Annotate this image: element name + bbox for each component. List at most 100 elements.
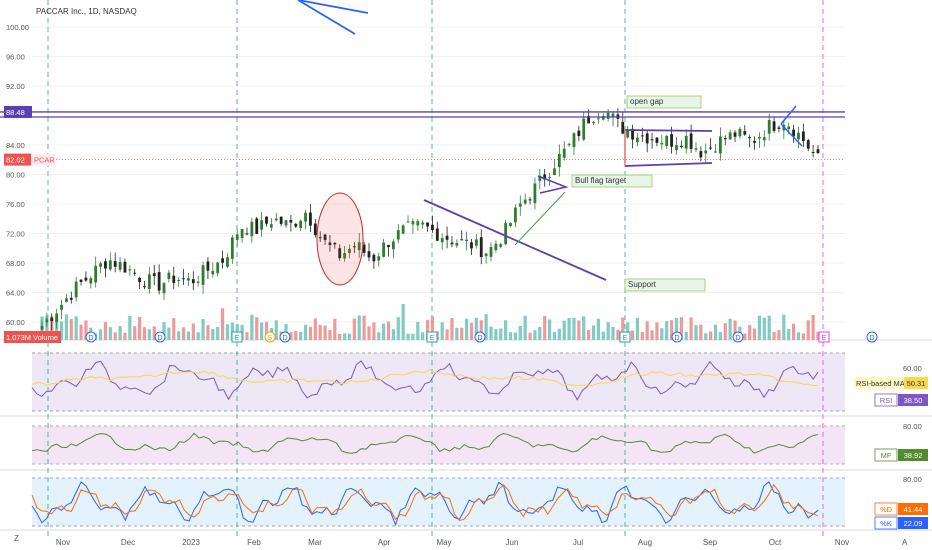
volume-bar [543,315,547,340]
dividend-icon[interactable] [732,331,744,343]
candle-body [753,140,756,143]
candle-body [406,221,410,223]
volume-bar [469,322,474,340]
rsi-value: 38.50 [904,396,923,405]
candle-body [352,246,356,248]
dividend-icon[interactable] [85,331,97,343]
candle-body [216,262,220,274]
candle-body [621,121,625,134]
price-tick: 84.00 [6,141,25,150]
candle-body [411,221,415,225]
candle-body [743,131,747,135]
candle-body [489,246,493,257]
volume-bar [489,326,493,340]
dividend-icon[interactable] [279,331,291,343]
earnings-icon[interactable] [426,331,438,343]
candle-body [362,244,366,253]
candle-body [626,130,630,138]
candle-body [514,207,517,223]
volume-bar [342,333,347,340]
candle-body [484,253,488,257]
volume-bar [177,331,181,340]
volume-bar [616,329,620,340]
volume-bar [577,320,581,340]
candle-body [69,297,73,300]
volume-bar [196,332,200,340]
volume-bar [411,333,415,340]
earnings-icon[interactable] [818,331,830,343]
auto-scale-button[interactable]: A [902,538,908,547]
volume-bar [806,320,810,340]
dividend-icon[interactable] [866,331,878,343]
candle-body [670,134,673,147]
volume-bar [699,324,703,340]
candle-body [230,237,234,259]
dividend-icon[interactable] [154,331,166,343]
volume-bar [640,332,644,340]
volume-bar [108,327,112,340]
symbol-tag: PCAR [34,156,55,165]
split-icon[interactable] [264,331,276,343]
candle-body [187,278,190,281]
candle-body [357,242,361,251]
candle-body [245,233,249,235]
candle-body [777,127,781,129]
candle-body [679,145,683,147]
candle-body [509,223,512,226]
rsi-value-box [898,394,928,406]
volume-bar [191,323,195,340]
time-tick: May [436,538,451,547]
earnings-icon[interactable] [231,331,243,343]
candle-body [548,176,551,178]
stoch-d-value: 41.44 [904,505,923,514]
volume-bar [621,317,625,340]
candle-body [108,260,112,270]
volume-bar [333,318,337,340]
candle-body [762,137,766,141]
time-tick: Apr [378,538,391,547]
volume-bar [748,325,752,340]
candle-body [601,115,605,120]
candle-body [74,281,78,298]
stoch-k-value-box [898,517,928,529]
time-tick: Sep [703,538,718,547]
volume-tag: Volume [33,333,58,342]
candle-body [318,237,322,239]
candle-body [377,256,381,261]
volume-bar [323,325,327,340]
time-tick: Aug [638,538,652,547]
candle-body [435,228,439,241]
volume-bar [777,330,781,340]
candle-body [640,135,644,137]
volume-bar [704,333,708,340]
volume-bar [674,318,679,340]
dividend-icon[interactable] [671,331,683,343]
volume-bar [718,332,722,340]
event-label: S [268,335,273,342]
earnings-icon[interactable] [619,331,631,343]
volume-bar [162,322,166,340]
candle-body [99,263,102,267]
timezone-icon[interactable]: Z [14,534,19,543]
volume-bar [635,317,640,340]
support-note: Support [628,280,657,289]
candle-body [284,220,288,226]
volume-bar [552,332,557,340]
candle-body [694,148,698,150]
mfi-value-box [898,449,928,461]
volume-tag-box [31,331,61,343]
event-label: E [822,335,827,342]
candle-body [167,272,171,280]
volume-bar [147,329,151,340]
dividend-icon[interactable] [474,331,486,343]
volume-bar [45,315,49,340]
candle-body [553,168,556,176]
time-tick: Mar [308,538,322,547]
event-label: E [235,335,240,342]
volume-bar [352,318,356,340]
volume-bar [440,322,444,340]
level-value-badge [4,105,32,118]
volume-bar [59,321,64,340]
trend-line-blue [297,0,369,14]
candle-body [460,239,464,241]
